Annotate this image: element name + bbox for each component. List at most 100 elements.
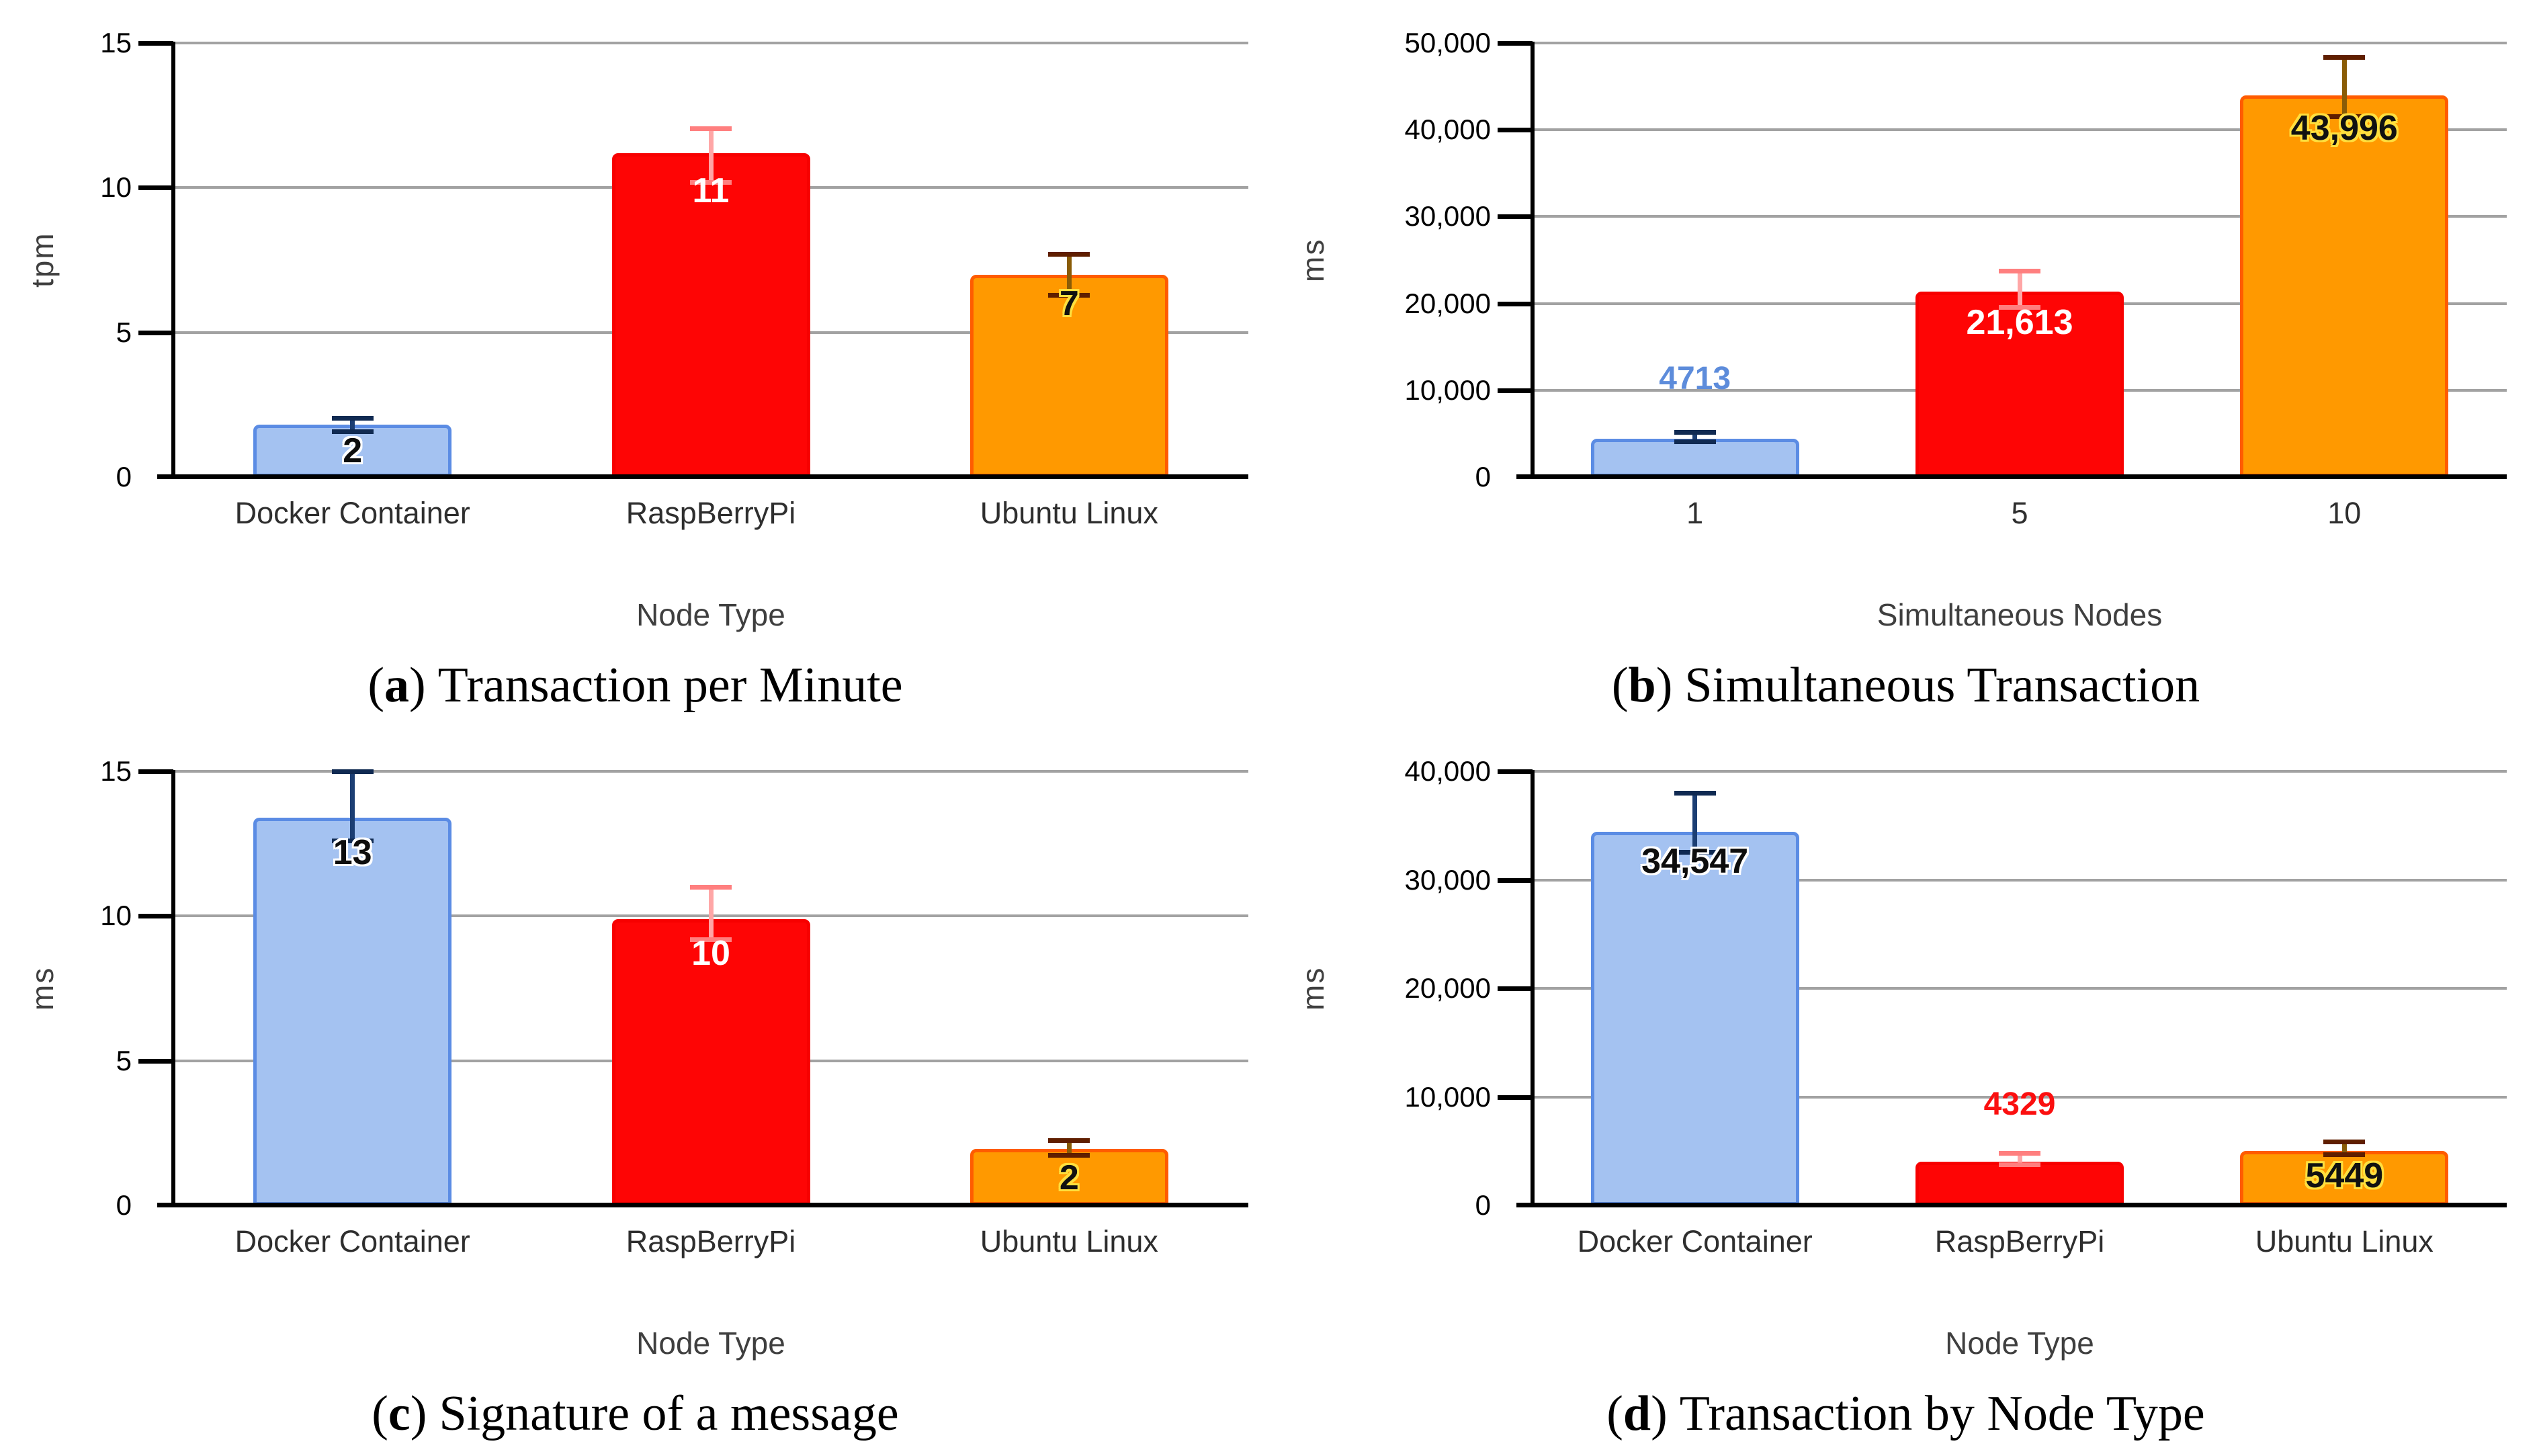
error-bar-stem [2341, 56, 2347, 116]
chart-caption: (a) Transaction per Minute [0, 653, 1270, 718]
bar-value-label: 21,613 [1966, 303, 2073, 343]
x-category-label: RaspBerryPi [1934, 1224, 2105, 1258]
x-category-labels: Docker Container RaspBerryPi Ubuntu Linu… [173, 496, 1248, 531]
caption-paren-open: ( [1606, 1386, 1623, 1441]
caption-letter: c [388, 1386, 411, 1441]
y-tick-mark [138, 769, 173, 774]
y-tick-label: 40,000 [1404, 755, 1491, 787]
bar-value-label: 2 [1059, 1158, 1079, 1198]
x-category-label: Docker Container [1577, 1224, 1813, 1258]
error-bar-cap [690, 126, 732, 132]
gridline [1533, 987, 2507, 990]
y-tick-mark [1498, 41, 1533, 46]
x-axis-line [157, 1203, 1248, 1207]
bar-value-label: 43,996 [2290, 108, 2398, 148]
caption-paren-close: ) [409, 658, 426, 713]
error-bar-cap [2323, 54, 2366, 60]
y-tick-mark [1498, 986, 1533, 991]
caption-letter: d [1623, 1386, 1651, 1441]
y-tick-label: 20,000 [1404, 972, 1491, 1004]
error-bar-cap [1048, 1138, 1090, 1144]
x-category-label: Docker Container [234, 1224, 470, 1258]
caption-paren-open: ( [368, 658, 385, 713]
y-tick-mark [138, 914, 173, 919]
x-axis-title: Simultaneous Nodes [1877, 597, 2163, 632]
y-tick-label: 30,000 [1404, 863, 1491, 896]
error-bar-cap [1999, 1162, 2040, 1167]
x-category-labels: Docker Container RaspBerryPi Ubuntu Linu… [173, 1224, 1248, 1259]
error-bar-cap [331, 415, 374, 421]
error-bar-stem [2017, 1153, 2022, 1164]
chart-panel-c: ms 0 5 10 15 13 10 2 Docker Container RaspBerr… [0, 728, 1270, 1456]
bar-ubuntu-linux [970, 274, 1168, 477]
error-bar-stem [1692, 793, 1698, 852]
y-tick-mark [1498, 128, 1533, 133]
y-tick-label: 5 [116, 316, 132, 348]
error-bar-cap [1048, 1152, 1090, 1158]
y-tick-label: 10,000 [1404, 1080, 1491, 1113]
error-bar-cap [331, 429, 374, 434]
gridline [1533, 1095, 2507, 1099]
y-tick-label: 30,000 [1404, 200, 1491, 232]
error-bar-stem [2341, 1141, 2347, 1155]
x-category-label: 5 [2011, 496, 2028, 530]
bar-value-label: 13 [333, 832, 372, 872]
y-tick-label: 10,000 [1404, 374, 1491, 406]
plot-area: 0 5 10 15 13 10 2 [100, 755, 1248, 1221]
error-bar-stem [1066, 254, 1072, 295]
error-bar-cap [1999, 304, 2040, 310]
error-bar-cap [1048, 252, 1090, 257]
bar-value-label: 7 [1059, 284, 1079, 323]
chart-caption: (d) Transaction by Node Type [1270, 1381, 2541, 1446]
y-tick-mark [1498, 877, 1533, 883]
bar-value-label: 34,547 [1641, 842, 1749, 882]
error-bar-cap [2323, 1139, 2366, 1144]
y-tick-label: 20,000 [1404, 287, 1491, 319]
gridline [173, 42, 1248, 44]
error-bar-stem [1066, 1140, 1072, 1155]
y-axis-title: ms [1295, 966, 1330, 1011]
bar-value-label: 10 [691, 934, 730, 974]
x-category-label: Ubuntu Linux [2255, 1224, 2434, 1258]
y-tick-mark [1498, 214, 1533, 220]
bar-raspberrypi [611, 153, 810, 477]
y-tick-label: 10 [100, 171, 132, 204]
y-tick-mark [138, 185, 173, 191]
bar-value-label: 4713 [1659, 361, 1731, 396]
gridline [1533, 128, 2507, 132]
x-category-label: 10 [2327, 496, 2362, 530]
gridline [1533, 878, 2507, 882]
x-category-labels: 1 5 10 [1533, 496, 2507, 531]
y-axis-line [171, 770, 175, 1207]
error-bar-stem [708, 887, 714, 939]
gridline [1533, 770, 2507, 773]
caption-paren-close: ) [1655, 658, 1673, 713]
bar-docker-container [253, 817, 452, 1205]
error-bar-stem [2017, 270, 2022, 307]
error-bar-cap [331, 839, 374, 844]
caption-text: Simultaneous Transaction [1684, 658, 2200, 713]
y-tick-mark [1498, 388, 1533, 393]
plot-area: 0 10,000 20,000 30,000 40,000 50,000 4713 21,61… [1405, 27, 2507, 493]
y-axis-title: ms [25, 966, 60, 1011]
y-axis-title: tpm [25, 232, 60, 288]
x-category-label: 1 [1686, 496, 1704, 530]
plot-area: 0 10,000 20,000 30,000 40,000 34,547 4329 5449 [1405, 755, 2507, 1221]
error-bar-stem [350, 771, 355, 841]
y-tick-label: 0 [116, 1189, 132, 1221]
caption-paren-close: ) [410, 1386, 427, 1441]
caption-letter: b [1628, 658, 1656, 713]
y-tick-label: 0 [1475, 461, 1491, 493]
y-tick-mark [138, 1058, 173, 1064]
error-bar-cap [2323, 1152, 2366, 1158]
bar-1 [1590, 439, 1799, 477]
y-tick-label: 10 [100, 900, 132, 932]
error-bar-cap [1674, 429, 1716, 435]
x-axis-line [157, 474, 1248, 479]
chart-panel-d: ms 0 10,000 20,000 30,000 40,000 34,547 4329 54… [1270, 728, 2541, 1456]
error-bar-cap [2323, 114, 2366, 119]
y-tick-mark [1498, 301, 1533, 306]
x-axis-title: Node Type [636, 597, 785, 632]
error-bar-cap [1048, 292, 1090, 298]
error-bar-cap [1999, 268, 2040, 273]
